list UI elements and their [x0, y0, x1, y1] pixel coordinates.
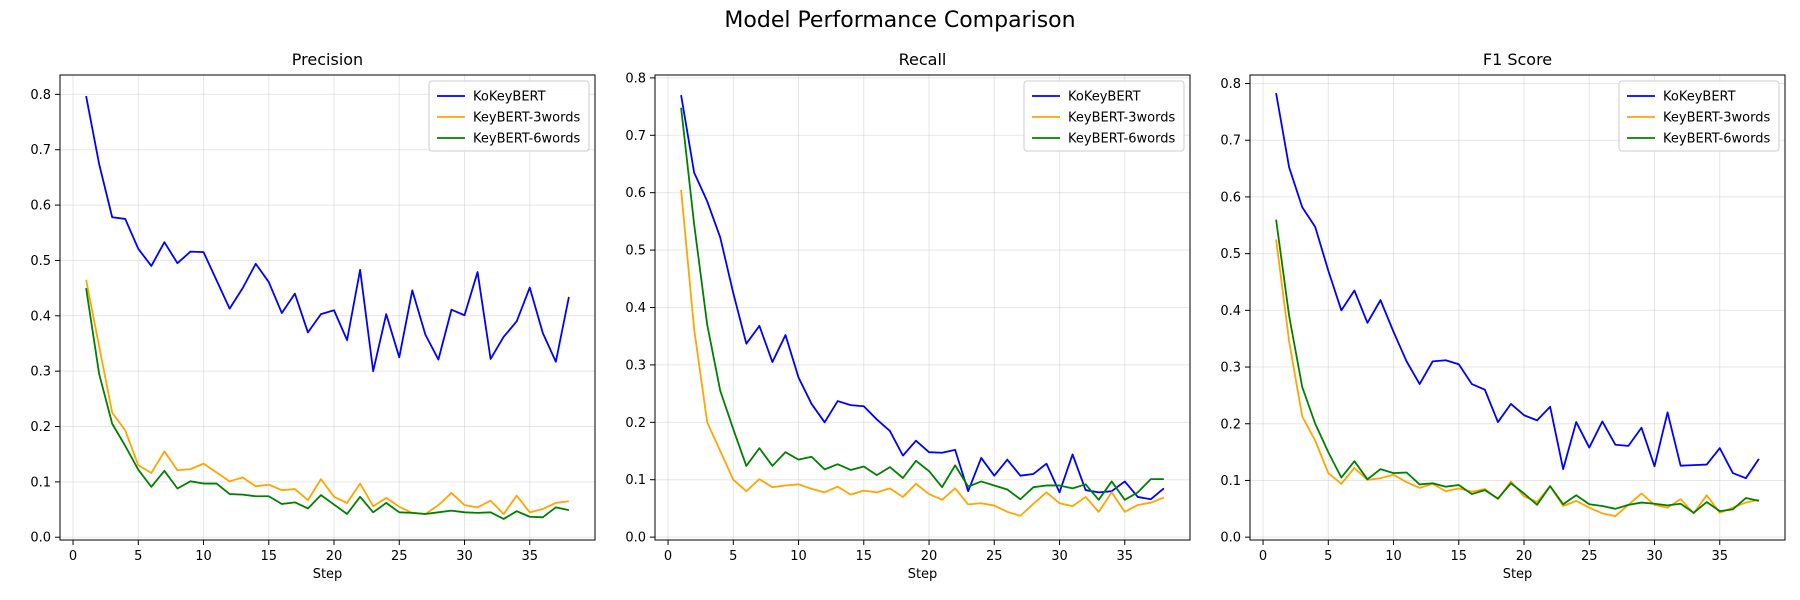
legend: KoKeyBERT KeyBERT-3words KeyBERT-6words — [1618, 80, 1780, 152]
legend-box — [1023, 80, 1185, 152]
y-tick-label: 0.0 — [625, 531, 646, 546]
x-tick-label: 5 — [134, 549, 142, 564]
y-tick-label: 0.6 — [625, 186, 646, 201]
y-tick-label: 0.5 — [30, 254, 51, 269]
x-tick-label: 15 — [1451, 549, 1468, 564]
legend-label-kokeybert: KoKeyBERT — [473, 90, 546, 105]
panel-title: F1 Score — [1483, 50, 1552, 69]
y-tick-label: 0.7 — [1220, 134, 1241, 149]
x-tick-label: 20 — [921, 549, 938, 564]
series-line-kokeybert — [680, 94, 1165, 501]
recall-chart: Recall 0 5 10 15 20 25 30 35 0.0 0.1 0.2 0.3 0.4 0.5 0.… — [625, 50, 1191, 582]
x-tick-label: 25 — [1581, 549, 1598, 564]
y-tick-label: 0.8 — [1220, 77, 1241, 92]
x-tick-label: 35 — [1116, 549, 1133, 564]
y-tick-label: 0.6 — [1220, 190, 1241, 205]
f1-score-chart: F1 Score 0 5 10 15 20 25 30 35 0.0 0.1 0.2 0.3 0.4 0.5… — [1220, 50, 1786, 582]
y-tick-label: 0.6 — [30, 199, 51, 214]
grid — [60, 75, 595, 540]
y-tick-label: 0.2 — [30, 420, 51, 435]
series-line-keybert-6words — [680, 107, 1164, 501]
series-line-keybert-3words — [85, 279, 570, 515]
legend-box — [428, 80, 590, 152]
grid — [1250, 75, 1785, 540]
legend-label-keybert-6words: KeyBERT-6words — [473, 132, 580, 147]
series-line-keybert-6words — [1275, 219, 1760, 514]
legend-label-kokeybert: KoKeyBERT — [1663, 90, 1736, 105]
x-tick-label: 10 — [1385, 549, 1402, 564]
x-axis-label: Step — [1503, 567, 1533, 582]
x-tick-label: 0 — [1259, 549, 1267, 564]
x-tick-label: 15 — [261, 549, 278, 564]
x-tick-label: 25 — [986, 549, 1003, 564]
y-tick-label: 0.1 — [30, 475, 51, 490]
y-tick-label: 0.1 — [625, 473, 646, 488]
axes-frame — [59, 74, 596, 541]
x-tick-label: 10 — [790, 549, 807, 564]
legend-label-kokeybert: KoKeyBERT — [1068, 90, 1141, 105]
x-tick-label: 0 — [69, 549, 77, 564]
legend-label-keybert-6words: KeyBERT-6words — [1068, 132, 1175, 147]
series-line-kokeybert — [1275, 92, 1760, 480]
y-tick-label: 0.0 — [30, 531, 51, 546]
x-tick-label: 0 — [664, 549, 672, 564]
series-line-kokeybert — [85, 95, 570, 373]
x-tick-label: 20 — [1516, 549, 1533, 564]
y-tick-label: 0.2 — [1220, 417, 1241, 432]
figure-title: Model Performance Comparison — [724, 8, 1076, 33]
x-tick-label: 25 — [391, 549, 408, 564]
series-line-keybert-3words — [1275, 239, 1760, 518]
legend-box — [1618, 80, 1780, 152]
y-tick-label: 0.8 — [30, 88, 51, 103]
legend: KoKeyBERT KeyBERT-3words KeyBERT-6words — [1023, 80, 1185, 152]
y-tick-label: 0.4 — [1220, 304, 1241, 319]
y-tick-label: 0.3 — [625, 358, 646, 373]
x-tick-label: 35 — [521, 549, 538, 564]
grid — [655, 75, 1190, 540]
legend-label-keybert-6words: KeyBERT-6words — [1663, 132, 1770, 147]
legend: KoKeyBERT KeyBERT-3words KeyBERT-6words — [428, 80, 590, 152]
y-tick-label: 0.4 — [625, 301, 646, 316]
axes-frame — [1249, 74, 1786, 541]
y-tick-label: 0.1 — [1220, 474, 1241, 489]
y-tick-label: 0.0 — [1220, 531, 1241, 546]
legend-label-keybert-3words: KeyBERT-3words — [1663, 111, 1770, 126]
panel-title: Recall — [899, 50, 947, 69]
series-line-keybert-6words — [85, 287, 570, 520]
x-tick-label: 5 — [1324, 549, 1332, 564]
x-tick-label: 30 — [1646, 549, 1663, 564]
panel-title: Precision — [292, 50, 363, 69]
y-tick-label: 0.8 — [625, 71, 646, 86]
x-tick-label: 10 — [195, 549, 212, 564]
y-tick-label: 0.5 — [1220, 247, 1241, 262]
x-tick-label: 30 — [1051, 549, 1068, 564]
y-tick-label: 0.7 — [625, 129, 646, 144]
x-tick-label: 5 — [729, 549, 737, 564]
y-tick-label: 0.2 — [625, 416, 646, 431]
x-tick-label: 20 — [326, 549, 343, 564]
y-tick-label: 0.3 — [1220, 361, 1241, 376]
precision-chart: Precision 0 5 10 15 20 25 30 35 0.0 0.1 0.2 0.3 0.4 0.… — [30, 50, 596, 582]
x-tick-label: 30 — [456, 549, 473, 564]
x-axis-label: Step — [908, 567, 938, 582]
y-tick-label: 0.7 — [30, 143, 51, 158]
x-tick-label: 35 — [1711, 549, 1728, 564]
legend-label-keybert-3words: KeyBERT-3words — [1068, 111, 1175, 126]
x-tick-label: 15 — [856, 549, 873, 564]
y-tick-label: 0.5 — [625, 244, 646, 259]
series-line-keybert-3words — [680, 189, 1165, 517]
y-tick-label: 0.3 — [30, 365, 51, 380]
y-tick-label: 0.4 — [30, 309, 51, 324]
x-axis-label: Step — [313, 567, 343, 582]
legend-label-keybert-3words: KeyBERT-3words — [473, 111, 580, 126]
